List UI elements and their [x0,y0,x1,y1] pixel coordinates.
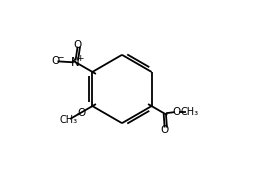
Text: CH₃: CH₃ [181,107,199,117]
Text: CH₃: CH₃ [59,115,77,125]
Text: O: O [77,108,85,118]
Text: −: − [56,53,63,62]
Text: O: O [160,125,169,135]
Text: O: O [51,56,60,66]
Text: O: O [173,107,181,117]
Text: +: + [76,54,83,63]
Text: O: O [73,40,82,50]
Text: N: N [71,56,80,69]
